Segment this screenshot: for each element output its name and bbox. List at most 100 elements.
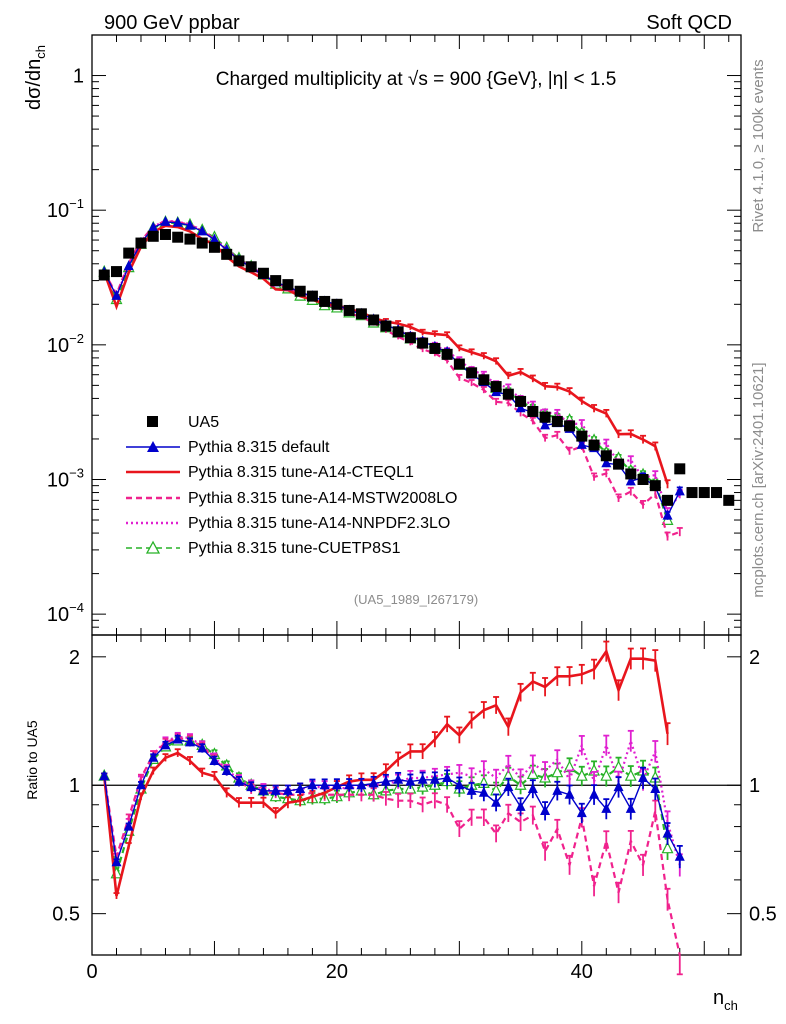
header-left: 900 GeV ppbar: [104, 12, 240, 34]
data-point-ua5: [698, 487, 710, 499]
main-marker: [111, 289, 122, 300]
ratio-marker: [197, 742, 208, 753]
data-point-ua5: [404, 332, 416, 344]
svg-text:dσ/dnch: dσ/dnch: [23, 45, 48, 110]
data-point-ua5: [502, 388, 514, 400]
data-point-ua5: [380, 320, 392, 332]
legend-label: Pythia 8.315 tune-A14-NNPDF2.3LO: [188, 515, 450, 532]
y-tick-label: 1: [73, 66, 84, 88]
ratio-marker: [123, 820, 134, 831]
data-point-ua5: [429, 342, 441, 354]
ratio-marker: [393, 773, 404, 784]
data-point-ua5: [711, 487, 723, 499]
ratio-plot-frame: [91, 634, 742, 956]
main-marker: [540, 419, 551, 430]
ratio-marker: [624, 768, 637, 781]
main-marker: [209, 233, 220, 244]
data-point-ua5: [123, 247, 135, 259]
data-point-ua5: [245, 261, 257, 273]
ratio-marker: [625, 802, 636, 813]
ratio-marker: [454, 779, 465, 790]
main-marker: [515, 402, 526, 413]
ratio-marker: [295, 782, 306, 793]
main-marker: [148, 221, 159, 232]
data-point-ua5: [466, 367, 478, 379]
ratio-y-axis-title: Ratio to UA5: [24, 720, 40, 800]
ratio-marker: [111, 856, 122, 867]
ratio-marker: [527, 782, 538, 793]
main-marker: [674, 485, 685, 496]
ratio-line-2: [103, 736, 681, 956]
ratio-marker: [662, 827, 673, 838]
ratio-marker: [613, 781, 624, 792]
ratio-marker: [429, 773, 440, 784]
data-point-ua5: [600, 450, 612, 462]
data-point-ua5: [441, 348, 453, 360]
ratio-marker: [478, 786, 489, 797]
data-point-ua5: [392, 326, 404, 338]
y-tick-label: 10−2: [47, 331, 84, 357]
ratio-marker: [172, 733, 183, 744]
ratio-marker: [233, 775, 244, 786]
main-y-tick-labels: 1 10−1 10−2 10−3 10−4: [47, 66, 84, 627]
data-point-ua5: [172, 231, 184, 243]
data-point-ua5: [196, 237, 208, 249]
data-point-ua5: [649, 480, 661, 492]
ratio-y-tick-labels-right: 0.5 1 2: [749, 647, 777, 926]
y-tick-label: 10−1: [47, 196, 84, 222]
legend-entry-mstw: Pythia 8.315 tune-A14-MSTW2008LO: [126, 490, 457, 507]
data-point-ua5: [319, 295, 331, 307]
chart-title: Charged multiplicity at √s = 900 {GeV}, …: [216, 69, 617, 90]
reference-label: (UA5_1989_I267179): [354, 592, 478, 607]
ratio-marker: [356, 779, 367, 790]
legend-entry-cteql1: Pythia 8.315 tune-A14-CTEQL1: [126, 464, 414, 481]
ratio-tick-label: 0.5: [52, 904, 80, 926]
data-point-ua5: [674, 463, 686, 475]
ratio-marker: [503, 781, 514, 792]
main-marker: [123, 260, 134, 271]
x-tick-label: 40: [571, 961, 593, 983]
ratio-marker: [246, 781, 257, 792]
legend: UA5 Pythia 8.315 default Pythia 8.315 tu…: [126, 414, 457, 557]
main-marker: [160, 215, 171, 226]
ratio-marker: [638, 771, 649, 782]
ratio-marker: [466, 784, 477, 795]
data-point-ua5: [539, 411, 551, 423]
data-point-ua5: [686, 487, 698, 499]
data-point-ua5: [355, 308, 367, 320]
data-point-ua5: [331, 298, 343, 310]
ratio-marker: [99, 770, 110, 781]
data-point-ua5: [576, 430, 588, 442]
ratio-marker: [661, 841, 674, 854]
ratio-marker: [575, 768, 588, 781]
data-point-ua5: [368, 314, 380, 326]
data-point-ua5: [417, 337, 429, 349]
x-tick-label: 0: [86, 961, 97, 983]
main-marker: [662, 509, 673, 520]
main-marker: [576, 438, 587, 449]
data-point-ua5: [453, 358, 465, 370]
data-point-ua5: [233, 255, 245, 267]
ratio-tick-label: 0.5: [749, 904, 777, 926]
legend-entry-ua5: UA5: [147, 414, 219, 431]
ratio-marker: [442, 771, 453, 782]
data-point-ua5: [270, 275, 282, 287]
data-point-ua5: [343, 304, 355, 316]
ratio-marker: [282, 784, 293, 795]
main-series-group: [98, 215, 735, 541]
ratio-marker: [552, 784, 563, 795]
ratio-marker: [221, 764, 232, 775]
axis-ticks: [91, 34, 741, 955]
data-point-ua5: [159, 228, 171, 240]
ratio-marker: [576, 807, 587, 818]
data-point-ua5: [625, 468, 637, 480]
x-axis-title: nch: [713, 987, 738, 1013]
data-point-ua5: [478, 374, 490, 386]
legend-entry-cuetp8s1: Pythia 8.315 tune-CUETP8S1: [126, 540, 401, 557]
data-point-ua5: [723, 494, 735, 506]
ratio-marker: [331, 779, 342, 790]
data-point-ua5: [515, 395, 527, 407]
ratio-marker: [209, 754, 220, 765]
ratio-marker: [160, 739, 171, 750]
data-point-ua5: [551, 415, 563, 427]
